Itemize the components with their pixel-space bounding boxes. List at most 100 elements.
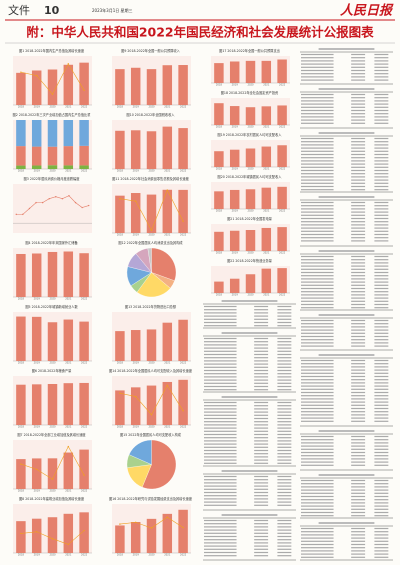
table-title-bar [318, 48, 375, 50]
table-cell [277, 526, 292, 528]
table-cell [374, 527, 389, 530]
table-cell [301, 398, 334, 400]
table-cell [374, 100, 389, 102]
table-cell [277, 350, 292, 352]
table-cell [204, 526, 237, 528]
bar [162, 381, 173, 425]
table-cell [374, 291, 389, 293]
table-cell [301, 550, 334, 552]
table-cell [351, 326, 366, 328]
table-cell [277, 498, 292, 500]
table-cell [204, 501, 237, 503]
table-cell [374, 339, 389, 341]
table-cell [374, 391, 389, 394]
table-cell [374, 113, 389, 115]
table-cell [204, 535, 237, 538]
table-cell [301, 53, 334, 56]
table-cell [374, 73, 389, 75]
table-cell [254, 414, 269, 416]
table-cell [374, 495, 389, 498]
table-cell [301, 395, 334, 397]
x-tick-label: 2022 [180, 170, 187, 173]
table-cell [301, 265, 334, 267]
table-cell [374, 262, 389, 264]
table-cell [204, 433, 237, 436]
table-cell [254, 459, 269, 461]
table-cell [351, 461, 366, 463]
table-cell [374, 60, 389, 62]
table-cell [351, 106, 366, 108]
table-cell [204, 495, 237, 497]
table-cell [301, 382, 334, 384]
point [35, 201, 37, 204]
table-cell [254, 366, 269, 368]
table-cell [301, 173, 334, 175]
table-cell [374, 189, 389, 191]
table-cell [374, 307, 389, 309]
x-tick-label: 2021 [164, 426, 171, 429]
table-cell [254, 337, 269, 340]
bar-segment [79, 145, 89, 166]
table-cell [374, 147, 389, 149]
point [182, 220, 184, 222]
table-cell [351, 160, 366, 162]
table-cell [374, 303, 389, 306]
table-cell [351, 372, 366, 374]
table-cell [301, 411, 334, 413]
table-cell [254, 357, 269, 359]
x-tick-label: 2022 [279, 252, 286, 255]
table-cell [374, 479, 389, 482]
table-cell [351, 60, 366, 62]
x-tick-label: 2019 [133, 170, 140, 173]
table-cell [351, 339, 366, 341]
x-tick-label: 2019 [232, 168, 239, 171]
table-cell [351, 287, 366, 290]
table-cell [351, 398, 366, 400]
table-cell [277, 548, 292, 550]
table-cell [301, 230, 334, 232]
table-cell [351, 300, 366, 302]
table-cell [301, 97, 334, 99]
table-cell [204, 411, 237, 413]
bar [146, 131, 157, 169]
bar-segment [63, 120, 74, 147]
table-cell [351, 93, 366, 96]
table-cell [351, 100, 366, 102]
pie-slice [136, 272, 171, 298]
table-cell [204, 519, 237, 522]
point [36, 74, 38, 77]
table-cell [374, 505, 389, 507]
table-cell [351, 103, 366, 105]
table-cell [204, 475, 237, 478]
bar [245, 107, 256, 125]
table-cell [204, 382, 237, 384]
table-cell [254, 312, 269, 314]
table-cell [351, 448, 366, 450]
table-cell [301, 240, 334, 242]
table-cell [204, 309, 237, 311]
x-tick-label: 2019 [232, 252, 239, 255]
x-tick-label: 2020 [148, 170, 155, 173]
table-cell [374, 141, 389, 143]
bar-segment [79, 165, 89, 169]
table-cell [374, 116, 389, 118]
table-title-bar [221, 470, 278, 472]
table-cell [351, 173, 366, 175]
x-tick-label: 2021 [164, 170, 171, 173]
table-cell [351, 543, 366, 546]
table-cell [277, 344, 292, 346]
x-tick-label: 2019 [232, 294, 239, 297]
table-cell [301, 237, 334, 239]
table-title-bar [318, 354, 375, 356]
table-cell [374, 359, 389, 362]
table-cell [301, 531, 334, 533]
table-cell [374, 502, 389, 504]
table-cell [351, 189, 366, 191]
bar [16, 316, 26, 361]
bar [47, 458, 58, 489]
bar [178, 65, 188, 105]
table-cell [351, 332, 366, 334]
table-cell [374, 278, 389, 280]
table-cell [351, 166, 366, 168]
table-cell [301, 268, 334, 270]
